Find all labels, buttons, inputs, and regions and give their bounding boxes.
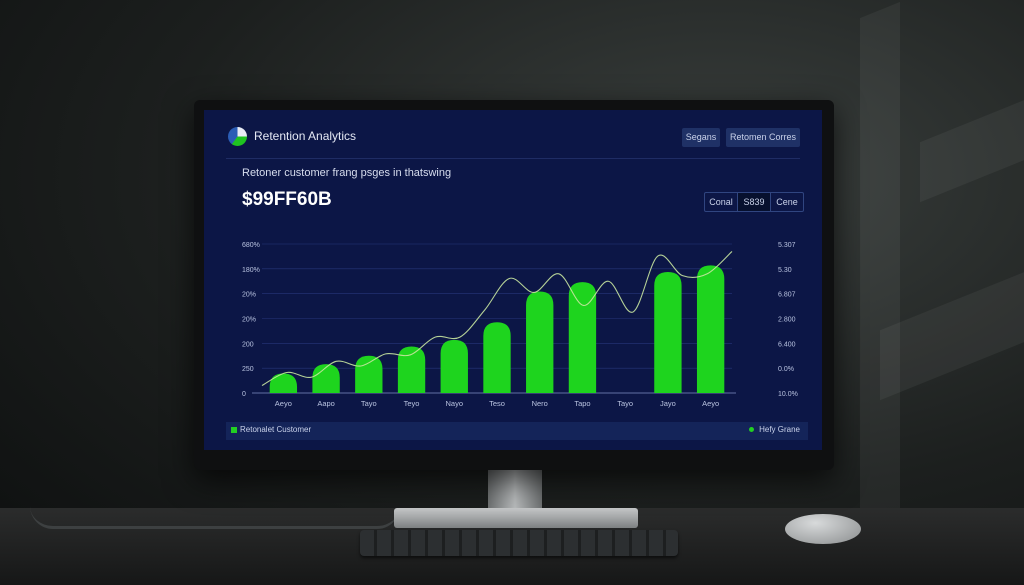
x-tick-label: Tayo bbox=[617, 399, 633, 408]
window-light-strip bbox=[860, 1, 900, 539]
headline-metric: $99FF60B bbox=[242, 189, 332, 210]
trend-line bbox=[261, 251, 733, 387]
y-tick-label-left: 200 bbox=[242, 341, 254, 348]
bar bbox=[355, 355, 383, 393]
y-tick-label-left: 180% bbox=[242, 267, 260, 274]
x-tick-label: Tayo bbox=[361, 399, 377, 408]
y-tick-label-right: 6.400 bbox=[778, 341, 796, 348]
legend-label: Retonalet Customer bbox=[240, 425, 312, 434]
bar bbox=[312, 364, 340, 393]
legend-swatch-icon bbox=[231, 426, 237, 433]
y-tick-label-right: 5.307 bbox=[778, 242, 796, 249]
retention-cohorts-button[interactable]: Retomen Corres bbox=[726, 128, 800, 147]
y-tick-label-left: 250 bbox=[242, 366, 254, 373]
legend-dot-icon bbox=[749, 427, 755, 433]
bar bbox=[568, 282, 597, 393]
range-option-active[interactable]: S839 bbox=[737, 193, 771, 211]
legend-label: Hefy Grane bbox=[759, 425, 800, 434]
x-tick-label: Nayo bbox=[446, 399, 464, 408]
legend-item-highlight: Hefy Grane bbox=[749, 425, 800, 434]
bar bbox=[483, 322, 511, 393]
app-logo-icon bbox=[228, 127, 247, 146]
window-light-strip bbox=[880, 269, 1024, 401]
monitor-base bbox=[394, 508, 638, 528]
retention-chart: 680% 5.307 180% 5.30 20% 6.807 20% 2.800 200 6.40… bbox=[242, 242, 798, 408]
monitor-stand bbox=[488, 466, 542, 514]
mouse bbox=[785, 514, 861, 544]
x-tick-label: Nero bbox=[532, 399, 548, 408]
y-tick-label-right: 5.30 bbox=[778, 267, 792, 274]
y-tick-label-left: 20% bbox=[242, 317, 256, 324]
y-tick-label-right: 10.0% bbox=[778, 391, 798, 398]
x-tick-label: Aeyo bbox=[275, 399, 292, 408]
x-tick-label: Tapo bbox=[574, 399, 590, 408]
range-selector: Conal S839 Cene bbox=[704, 192, 804, 212]
y-tick-label-right: 0.0% bbox=[778, 366, 794, 373]
y-tick-label-right: 6.807 bbox=[778, 292, 796, 299]
y-tick-label-right: 2.800 bbox=[778, 317, 796, 324]
cable bbox=[30, 506, 400, 529]
x-tick-label: Teso bbox=[489, 399, 505, 408]
range-option[interactable]: Cene bbox=[776, 197, 798, 207]
bar bbox=[440, 339, 468, 393]
x-tick-label: Jayo bbox=[660, 399, 676, 408]
legend-item-retained: Retonalet Customer bbox=[231, 425, 311, 434]
bar bbox=[526, 291, 554, 393]
segments-button[interactable]: Segans bbox=[682, 128, 720, 147]
legend-bar: Retonalet Customer Hefy Grane bbox=[226, 422, 808, 440]
window-light-strip bbox=[920, 97, 1024, 203]
app-title: Retention Analytics bbox=[254, 129, 357, 143]
monitor-screen: Retention Analytics Segans Retomen Corre… bbox=[204, 110, 822, 450]
x-tick-label: Aeyo bbox=[702, 399, 719, 408]
bar bbox=[654, 271, 682, 393]
y-tick-label-left: 20% bbox=[242, 292, 256, 299]
bar bbox=[397, 346, 426, 393]
range-option[interactable]: Conal bbox=[709, 197, 733, 207]
y-tick-label-left: 0 bbox=[242, 391, 246, 398]
chart-subtitle: Retoner customer frang psges in thatswin… bbox=[242, 167, 452, 179]
y-tick-label-left: 680% bbox=[242, 242, 260, 249]
bar bbox=[696, 265, 725, 393]
keyboard bbox=[360, 530, 678, 556]
x-tick-label: Teyo bbox=[404, 399, 420, 408]
header-divider bbox=[226, 158, 800, 159]
x-tick-label: Aapo bbox=[317, 399, 335, 408]
bar bbox=[269, 373, 298, 393]
